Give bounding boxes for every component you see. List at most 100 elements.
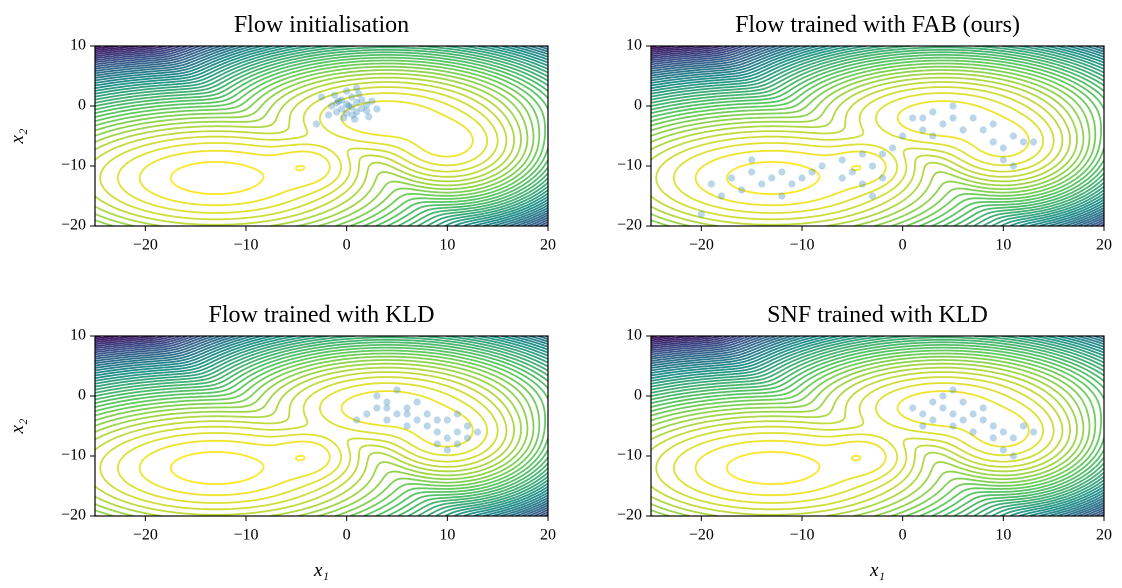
sample-point (788, 180, 796, 188)
sample-point (473, 428, 482, 436)
contour-line (169, 161, 306, 195)
sample-point (758, 180, 766, 188)
sample-point (949, 422, 957, 430)
x-tick-label: −20 (133, 527, 158, 544)
sample-point (353, 108, 361, 116)
sample-point (959, 398, 967, 406)
y-tick-label: 10 (70, 327, 86, 344)
sample-point (330, 91, 339, 99)
sample-point (368, 97, 376, 105)
sample-point (353, 416, 361, 424)
sample-point (353, 98, 361, 106)
sample-point (345, 102, 353, 110)
sample-point (768, 174, 776, 182)
sample-point (969, 428, 977, 436)
sample-point (868, 162, 877, 170)
sample-point (979, 404, 987, 412)
contour-line (99, 86, 499, 221)
sample-point (348, 103, 356, 111)
contour-line (117, 382, 489, 504)
sample-point (909, 114, 917, 122)
sample-point (363, 410, 371, 418)
sample-point (363, 107, 371, 115)
y-tick-label: −20 (61, 507, 86, 524)
contour-line (651, 359, 1085, 516)
sample-point (349, 111, 357, 119)
y-tick-label: −20 (617, 217, 642, 234)
contour-line (95, 46, 188, 62)
sample-point (778, 192, 786, 200)
y-tick-label: 0 (78, 387, 86, 404)
contour-line (673, 92, 1045, 214)
sample-point (403, 410, 411, 418)
sample-point (889, 144, 897, 152)
sample-point (1009, 452, 1018, 460)
contour-line (169, 451, 306, 485)
sample-point (1019, 422, 1028, 430)
sample-point (363, 101, 371, 109)
sample-point (373, 404, 381, 412)
sample-point (358, 96, 366, 104)
sample-point (373, 105, 381, 113)
y-tick-label: −20 (617, 507, 642, 524)
contour-line (95, 72, 522, 226)
contour-line (651, 336, 737, 350)
contour-line (651, 46, 744, 62)
sample-point (453, 428, 461, 436)
axes-frame (94, 335, 549, 517)
y-tick-label: −10 (61, 157, 86, 174)
x-axis-label: x₁ (869, 560, 885, 581)
x-tick-label: 0 (899, 527, 907, 544)
sample-point (838, 174, 846, 182)
y-axis-label: x₂ (7, 418, 28, 434)
contour-line (95, 46, 156, 54)
y-tick-label: 0 (78, 97, 86, 114)
sample-point (393, 410, 401, 418)
contour-line (651, 72, 1078, 226)
x-tick-label: 0 (343, 237, 351, 254)
sample-point (343, 100, 351, 108)
sample-point (959, 416, 967, 424)
sample-point (453, 440, 461, 448)
sample-point (393, 386, 401, 394)
sample-point (969, 114, 977, 122)
subplot: −20 −10 0 10 20 −20 −10 0 10 Flow trained with KL… (7, 302, 556, 581)
contour-line (95, 336, 188, 352)
sample-point (999, 144, 1007, 152)
contour-line (651, 336, 723, 346)
contour-line (95, 81, 508, 226)
contour-line (725, 451, 862, 485)
sample-point (317, 93, 326, 101)
sample-point (989, 434, 997, 442)
sample-point (324, 111, 333, 119)
x-tick-label: 10 (995, 527, 1011, 544)
sample-point (403, 404, 411, 412)
sample-point (373, 392, 381, 400)
y-axis-label: x₂ (7, 128, 28, 144)
sample-point (999, 156, 1007, 164)
contour-line (651, 81, 1064, 226)
sample-point (999, 446, 1007, 454)
x-tick-label: −10 (233, 237, 258, 254)
contour-line (95, 371, 508, 516)
sample-point (939, 120, 947, 128)
sample-point (383, 416, 391, 424)
contour-line (95, 69, 529, 226)
contour-line (673, 382, 1045, 504)
sample-point (697, 210, 705, 218)
contour-line (651, 46, 731, 58)
sample-point (949, 410, 957, 418)
y-tick-label: 10 (626, 37, 642, 54)
sample-point (348, 93, 356, 101)
contour-line (694, 390, 1030, 497)
contour-line (651, 336, 744, 352)
sample-point (778, 168, 786, 176)
sample-point (707, 180, 716, 188)
y-tick-label: 0 (634, 387, 642, 404)
subplot: −20 −10 0 10 20 −20 −10 0 10 Flow trained with FA… (617, 12, 1112, 254)
sample-point (413, 416, 421, 424)
contours (95, 46, 548, 226)
sample-point (989, 120, 997, 128)
contour-line (651, 336, 712, 344)
sample-point (848, 168, 856, 176)
